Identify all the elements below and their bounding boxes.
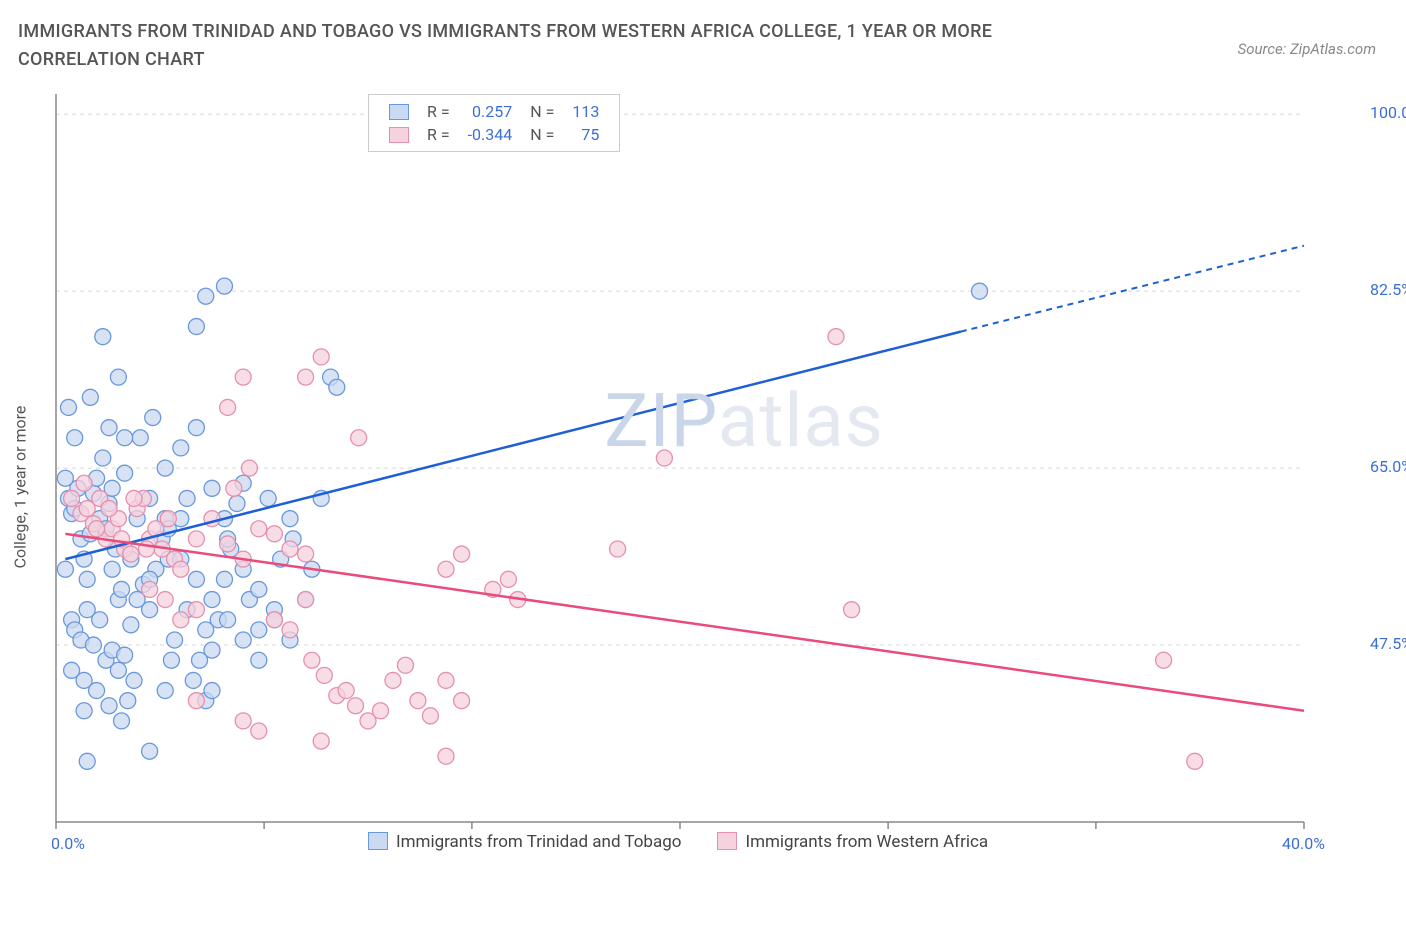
y-tick-label: 100.0% (1370, 103, 1406, 122)
legend-item: Immigrants from Trinidad and Tobago (368, 832, 681, 852)
y-tick-label: 82.5% (1370, 280, 1406, 299)
source-label: Source: ZipAtlas.com (1238, 40, 1376, 58)
series-legend: Immigrants from Trinidad and Tobago Immig… (368, 832, 988, 852)
plot-area: 47.5%65.0%82.5%100.0%0.0%40.0%ZIPatlasR … (54, 92, 1364, 852)
chart-title: IMMIGRANTS FROM TRINIDAD AND TOBAGO VS I… (18, 18, 1118, 74)
y-tick-label: 47.5% (1370, 634, 1406, 653)
x-tick-label: 40.0% (1282, 834, 1325, 853)
legend-item: Immigrants from Western Africa (717, 832, 988, 852)
legend-table: R =0.257N =113R =-0.344N =75 (379, 99, 609, 147)
correlation-legend: R =0.257N =113R =-0.344N =75 (368, 94, 620, 152)
chart-container: College, 1 year or more 47.5%65.0%82.5%1… (30, 92, 1380, 882)
y-tick-label: 65.0% (1370, 457, 1406, 476)
x-tick-label: 0.0% (51, 834, 85, 853)
y-axis-label: College, 1 year or more (11, 406, 30, 569)
